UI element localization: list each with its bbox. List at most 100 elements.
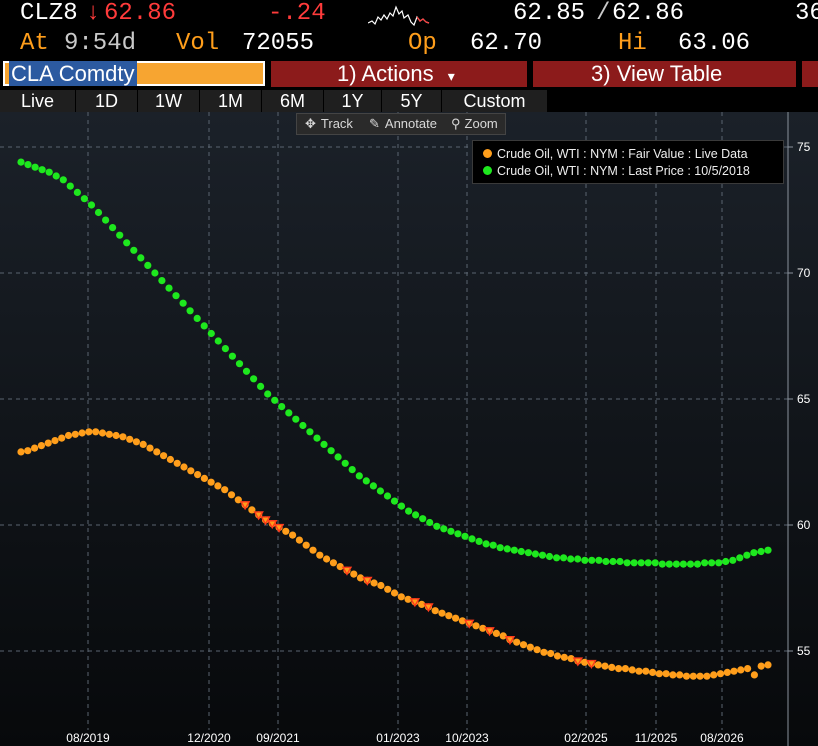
data-point — [701, 559, 709, 567]
security-input[interactable]: CLA Comdty — [3, 61, 265, 86]
zoom-label: Zoom — [464, 116, 498, 131]
tab-live[interactable]: Live — [0, 90, 76, 112]
tab-1w[interactable]: 1W — [138, 90, 200, 112]
data-point — [679, 560, 688, 568]
data-point — [207, 478, 215, 486]
y-tick-label: 75 — [797, 140, 811, 154]
data-point — [524, 549, 533, 557]
data-point — [200, 474, 208, 482]
data-point — [214, 337, 222, 345]
data-point — [257, 382, 265, 390]
actions-menu-button[interactable]: 1) Actions ▾ — [271, 61, 527, 87]
data-point — [547, 649, 555, 658]
data-point — [24, 161, 32, 169]
down-marker — [239, 501, 251, 511]
track-tool[interactable]: ✥ Track — [305, 114, 353, 134]
price-chart[interactable]: 55 60 65 70 75 08/2019 12/2020 09/2021 01/2023 1… — [0, 112, 818, 746]
data-point — [715, 559, 723, 567]
data-point — [71, 430, 79, 438]
data-point — [764, 546, 772, 554]
y-tick-label: 65 — [797, 392, 811, 406]
data-point — [94, 208, 103, 217]
data-point — [299, 421, 307, 430]
data-point — [264, 390, 272, 398]
data-point — [433, 522, 441, 530]
x-tick-label: 08/2019 — [66, 731, 110, 745]
data-point — [316, 551, 324, 559]
data-point — [602, 557, 610, 566]
data-point — [553, 554, 561, 562]
zoom-tool[interactable]: ⚲ Zoom — [451, 114, 498, 134]
data-point — [616, 557, 624, 566]
tab-6m[interactable]: 6M — [262, 90, 324, 112]
bid-price: 62.85 — [513, 0, 586, 27]
data-point — [510, 546, 518, 554]
y-tick-label: 70 — [797, 266, 811, 280]
data-point — [285, 409, 293, 417]
data-point — [336, 563, 344, 571]
data-point — [588, 556, 596, 564]
tab-5y[interactable]: 5Y — [382, 90, 442, 112]
data-point — [390, 589, 399, 597]
data-point — [397, 502, 406, 510]
y-tick-label: 60 — [797, 518, 811, 532]
x-tick-label: 11/2025 — [635, 731, 678, 745]
data-point — [234, 496, 242, 504]
data-point — [248, 506, 256, 514]
data-point — [426, 518, 434, 527]
data-point — [708, 559, 716, 567]
quote-header-row: CLZ8 ↓ 62.86 -.24 62.85 / 62.86 36 — [0, 0, 818, 28]
data-point — [17, 448, 25, 456]
data-point — [37, 442, 46, 450]
data-point — [292, 415, 300, 423]
data-point — [187, 467, 195, 475]
data-point — [30, 444, 39, 452]
data-point — [405, 507, 413, 515]
data-point — [533, 646, 541, 654]
crosshair-icon: ✥ — [305, 116, 316, 131]
legend-label-last-price: Crude Oil, WTI : NYM : Last Price : 10/5… — [497, 164, 750, 178]
tab-1d[interactable]: 1D — [76, 90, 138, 112]
ask-price: 62.86 — [612, 0, 685, 27]
data-point — [350, 570, 358, 578]
data-point — [242, 367, 251, 375]
data-point — [665, 560, 673, 568]
annotate-tool[interactable]: ✎ Annotate — [369, 114, 437, 134]
tab-1m[interactable]: 1M — [200, 90, 262, 112]
data-point — [309, 546, 317, 554]
data-point — [186, 307, 194, 315]
tab-custom[interactable]: Custom — [442, 90, 548, 112]
down-marker — [362, 576, 373, 586]
data-point — [644, 559, 652, 567]
data-point — [278, 403, 286, 411]
grid-lines — [0, 112, 788, 730]
data-point — [341, 459, 349, 467]
data-point — [172, 292, 180, 300]
data-point — [431, 607, 439, 615]
data-point — [235, 360, 244, 368]
data-point — [44, 439, 52, 447]
data-point — [479, 624, 487, 632]
data-point — [153, 448, 161, 456]
actions-number: 1) — [337, 61, 357, 86]
data-point — [200, 322, 208, 330]
data-point — [458, 617, 466, 625]
data-point — [377, 581, 385, 590]
data-point — [109, 224, 117, 232]
data-point — [369, 482, 377, 490]
overflow-value: 36 — [795, 0, 818, 27]
tab-1y[interactable]: 1Y — [324, 90, 382, 112]
view-table-button[interactable]: 3) View Table — [533, 61, 796, 87]
data-point — [461, 532, 469, 540]
data-point — [628, 666, 636, 674]
more-button[interactable] — [802, 61, 818, 87]
data-point — [630, 559, 638, 567]
data-point — [404, 595, 412, 603]
last-price-series — [17, 158, 772, 568]
data-point — [17, 158, 25, 166]
data-point — [581, 556, 589, 564]
x-tick-label: 10/2023 — [445, 731, 489, 745]
data-point — [513, 638, 521, 646]
chart-legend: Crude Oil, WTI : NYM : Fair Value : Live… — [472, 140, 784, 184]
legend-item-fair-value: Crude Oil, WTI : NYM : Fair Value : Live… — [483, 146, 748, 162]
